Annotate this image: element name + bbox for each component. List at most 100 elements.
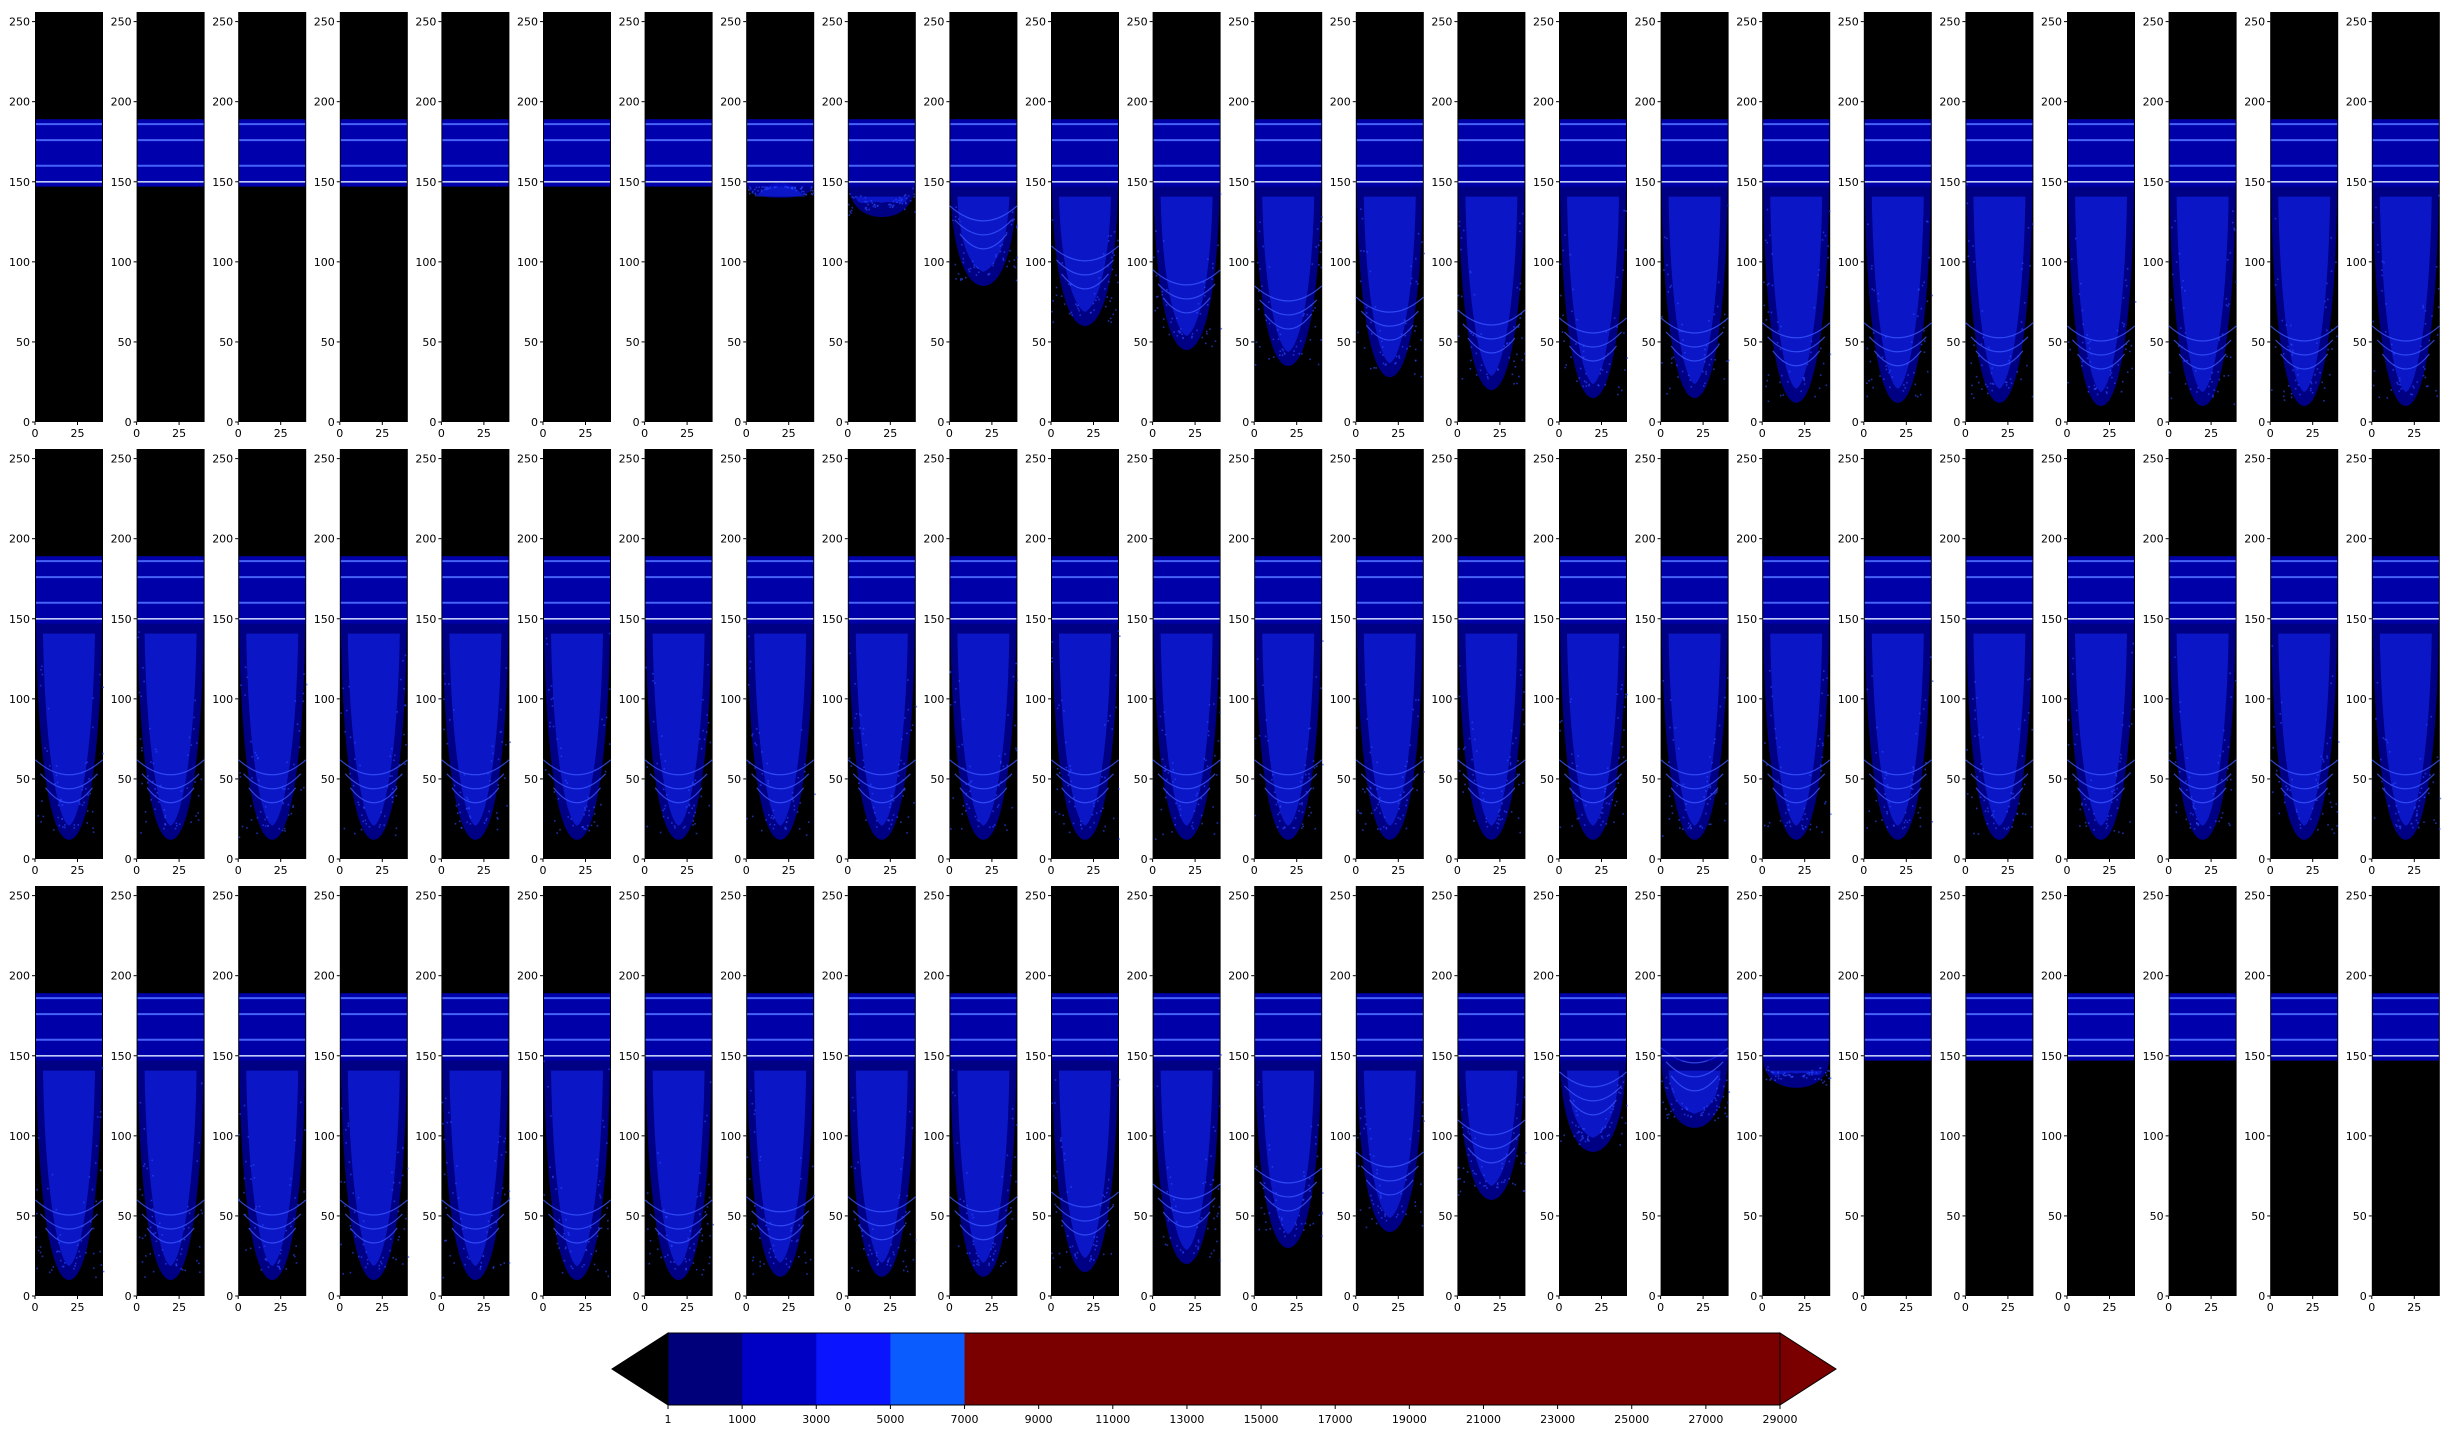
y-tick-label: 250	[212, 890, 233, 903]
density-speck	[1071, 314, 1074, 316]
density-speck	[1171, 317, 1174, 320]
density-speck	[1067, 774, 1070, 776]
density-speck	[1176, 335, 1179, 337]
density-speck	[1271, 1166, 1274, 1168]
density-speck	[1564, 366, 1567, 369]
y-tick-label: 250	[1431, 16, 1452, 29]
density-speck	[1093, 309, 1095, 311]
density-speck	[2186, 757, 2189, 760]
density-speck	[340, 1180, 343, 1183]
density-speck	[1713, 368, 1715, 371]
density-speck	[1160, 808, 1163, 811]
density-speck	[342, 687, 344, 690]
density-speck	[1991, 367, 1994, 369]
density-contour	[2168, 325, 2237, 342]
density-speck	[147, 775, 149, 777]
density-speck	[977, 267, 979, 269]
density-speck	[1074, 303, 1077, 305]
band-region	[442, 119, 509, 187]
density-core	[347, 633, 400, 826]
density-speck	[757, 189, 759, 192]
density-speck	[1268, 301, 1270, 303]
density-speck	[588, 814, 590, 817]
y-tick-label: 50	[829, 336, 843, 349]
density-speck	[1480, 1165, 1483, 1168]
density-speck	[52, 829, 55, 831]
density-speck	[2221, 333, 2224, 336]
density-speck	[694, 779, 697, 782]
band-region	[1966, 556, 2033, 624]
density-speck	[245, 1249, 247, 1251]
density-speck	[1259, 268, 1261, 270]
density-speck	[1821, 239, 1824, 241]
density-speck	[966, 1172, 968, 1174]
density-speck	[1714, 358, 1716, 361]
density-speck	[1887, 786, 1889, 789]
density-speck	[2087, 390, 2090, 393]
density-speck	[295, 1262, 298, 1264]
density-speck	[1989, 382, 1992, 385]
density-contour	[2371, 325, 2440, 342]
density-speck	[1500, 790, 1503, 793]
x-tick-label: 0	[1556, 864, 1563, 877]
density-speck	[198, 1141, 201, 1144]
density-speck	[1818, 387, 1821, 390]
density-speck	[161, 1234, 163, 1236]
density-speck	[1786, 821, 1789, 824]
density-speck	[1724, 696, 1726, 699]
density-speck	[851, 727, 853, 730]
density-speck	[1115, 274, 1117, 277]
y-tick-label: 100	[1127, 693, 1148, 706]
y-tick-label: 200	[1025, 96, 1046, 109]
y-tick-label: 100	[2041, 256, 2062, 269]
density-speck	[1870, 378, 1873, 381]
density-speck	[902, 1269, 905, 1272]
density-speck	[2272, 746, 2275, 749]
density-contour	[349, 1227, 398, 1244]
y-tick-label: 100	[1736, 256, 1757, 269]
density-speck	[1990, 814, 1993, 817]
density-speck	[804, 1262, 807, 1264]
density-speck	[1703, 385, 1705, 387]
density-speck	[1055, 286, 1058, 289]
density-speck	[1195, 794, 1198, 797]
density-speck	[1213, 1249, 1215, 1252]
density-speck	[1457, 1166, 1460, 1169]
density-speck	[1113, 231, 1116, 233]
y-tick-label: 0	[328, 1290, 335, 1303]
density-speck	[2221, 347, 2224, 349]
y-tick-label: 250	[2041, 16, 2062, 29]
density-speck	[161, 1248, 164, 1251]
density-speck	[1788, 370, 1791, 373]
density-speck	[1197, 1239, 1200, 1242]
density-speck	[746, 1156, 749, 1159]
density-core	[246, 1070, 299, 1266]
x-tick-label: 0	[540, 1301, 547, 1314]
density-speck	[1109, 714, 1111, 717]
density-contour	[1660, 759, 1729, 776]
density-speck	[1713, 742, 1716, 744]
density-speck	[2081, 802, 2083, 805]
density-speck	[1359, 280, 1362, 283]
density-speck	[605, 716, 608, 719]
density-contour	[34, 1199, 104, 1216]
density-speck	[1161, 293, 1164, 296]
density-speck	[763, 1263, 765, 1265]
density-speck	[458, 820, 461, 823]
y-tick-label: 0	[2360, 416, 2367, 429]
density-speck	[565, 1218, 567, 1221]
density-speck	[1369, 786, 1371, 789]
y-tick-label: 150	[822, 1050, 843, 1063]
density-speck	[1727, 359, 1730, 362]
density-speck	[1770, 714, 1772, 717]
density-speck	[1293, 350, 1295, 352]
density-speck	[1767, 374, 1770, 376]
density-speck	[863, 1248, 865, 1250]
y-tick-label: 150	[1431, 613, 1452, 626]
density-speck	[1382, 826, 1385, 828]
y-tick-label: 50	[727, 336, 741, 349]
density-contour	[248, 1227, 297, 1244]
